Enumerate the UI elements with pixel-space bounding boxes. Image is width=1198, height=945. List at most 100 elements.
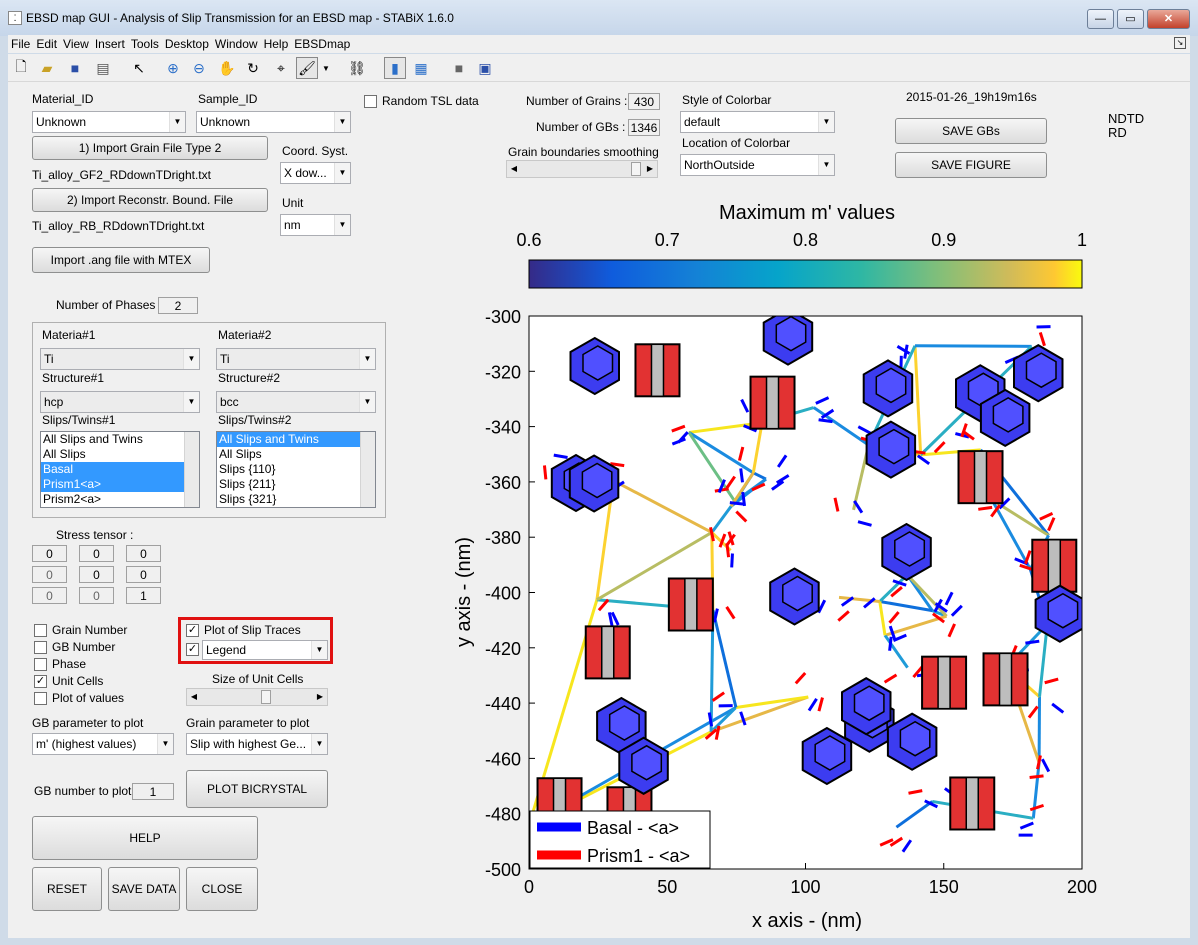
stress-cell[interactable]: 0	[126, 566, 161, 583]
pan-icon[interactable]: ✋	[218, 59, 236, 76]
slip-traces-checkbox[interactable]: ✓ Plot of Slip Traces	[186, 623, 301, 637]
save-data-button[interactable]: SAVE DATA	[108, 867, 180, 911]
gb-number-to-plot-field[interactable]: 1	[132, 783, 174, 800]
chevron-right-icon[interactable]: ▶	[316, 692, 324, 701]
pointer-icon[interactable]: ↖	[133, 59, 145, 76]
list-item[interactable]: All Slips and Twins	[217, 432, 375, 447]
show-plot-tools-icon[interactable]: ▣	[478, 59, 492, 76]
undock-icon[interactable]: ↘	[1174, 37, 1186, 49]
list-item[interactable]: Prism2<a>	[43, 492, 102, 506]
unit-select[interactable]: nm ▼	[280, 214, 351, 236]
scrollbar[interactable]	[184, 432, 199, 507]
list-item[interactable]: Slips {110}	[219, 462, 276, 476]
slider-thumb[interactable]	[631, 162, 641, 176]
stress-cell[interactable]: 0	[32, 566, 67, 583]
plot-bicrystal-button[interactable]: PLOT BICRYSTAL	[186, 770, 328, 808]
save-icon[interactable]: ■	[70, 60, 80, 76]
menu-help[interactable]: Help	[263, 37, 289, 51]
zoom-in-icon[interactable]: ⊕	[167, 59, 179, 76]
grain-boundary	[711, 609, 738, 708]
scrollbar[interactable]	[360, 432, 375, 507]
phase-checkbox[interactable]: Phase	[34, 657, 86, 671]
list-item[interactable]: All Slips	[43, 447, 86, 461]
minimize-button[interactable]: —	[1087, 9, 1114, 29]
legend-icon[interactable]: ▦	[414, 59, 428, 76]
list-item[interactable]: Basal	[41, 462, 199, 477]
data-cursor-icon[interactable]: ⌖	[277, 59, 285, 76]
close-button[interactable]: CLOSE	[186, 867, 258, 911]
colorbar-location-select[interactable]: NorthOutside ▼	[680, 154, 835, 176]
menu-ebsdmap[interactable]: EBSDmap	[294, 37, 351, 51]
stress-cell[interactable]: 1	[126, 587, 161, 604]
chevron-left-icon[interactable]: ◀	[190, 692, 198, 701]
open-folder-icon[interactable]: ▰	[41, 59, 53, 76]
new-file-icon[interactable]: 🗋	[15, 58, 27, 74]
legend-select[interactable]: Legend ▼	[202, 640, 328, 660]
gb-number-checkbox[interactable]: GB Number	[34, 640, 115, 654]
menu-view[interactable]: View	[63, 37, 89, 51]
menu-window[interactable]: Window	[214, 37, 258, 51]
slips-twins2-list[interactable]: All Slips and Twins All Slips Slips {110…	[216, 431, 376, 508]
brush-icon[interactable]: 🖌	[296, 57, 318, 79]
reset-button[interactable]: RESET	[32, 867, 102, 911]
grain-parameter-select[interactable]: Slip with highest Ge... ▼	[186, 733, 328, 755]
structure2-select[interactable]: bcc ▼	[216, 391, 376, 413]
print-icon[interactable]: ▤	[96, 59, 110, 76]
save-figure-button[interactable]: SAVE FIGURE	[895, 152, 1047, 178]
slip-trace	[718, 533, 727, 548]
save-gbs-button[interactable]: SAVE GBs	[895, 118, 1047, 144]
stress-cell[interactable]: 0	[32, 545, 67, 562]
number-of-phases-field[interactable]: 2	[158, 297, 198, 314]
chevron-left-icon[interactable]: ◀	[510, 164, 518, 173]
chevron-right-icon[interactable]: ▶	[646, 164, 654, 173]
link-icon[interactable]: ⛓	[348, 59, 366, 76]
material1-select[interactable]: Ti ▼	[40, 348, 200, 370]
coord-system-select[interactable]: X dow... ▼	[280, 162, 351, 184]
hide-plot-tools-icon[interactable]: ■	[454, 60, 464, 76]
slips-twins1-list[interactable]: All Slips and Twins All Slips Basal Pris…	[40, 431, 200, 508]
legend-checkbox[interactable]: ✓	[186, 643, 199, 656]
help-button[interactable]: HELP	[32, 816, 258, 860]
stress-cell[interactable]: 0	[126, 545, 161, 562]
gb-smoothing-slider[interactable]: ◀ ▶	[506, 160, 658, 178]
list-item[interactable]: Slips {321}	[219, 492, 277, 506]
zoom-out-icon[interactable]: ⊖	[193, 59, 205, 76]
import-grain-file-button[interactable]: 1) Import Grain File Type 2	[32, 136, 268, 160]
list-item[interactable]: Slips {211}	[219, 477, 276, 491]
import-ang-button[interactable]: Import .ang file with MTEX	[32, 247, 210, 273]
list-item[interactable]: All Slips and Twins	[43, 432, 143, 446]
list-item[interactable]: All Slips	[219, 447, 262, 461]
chevron-down-icon: ▼	[334, 215, 350, 235]
slip-trace	[507, 839, 520, 845]
menu-desktop[interactable]: Desktop	[164, 37, 209, 51]
list-item[interactable]: Prism1<a>	[41, 477, 199, 492]
stress-cell[interactable]: 0	[79, 566, 114, 583]
random-tsl-checkbox[interactable]: Random TSL data	[364, 94, 479, 108]
rotate-icon[interactable]: ↻	[247, 59, 259, 76]
material-id-select[interactable]: Unknown ▼	[32, 111, 186, 133]
colorbar-style-select[interactable]: default ▼	[680, 111, 835, 133]
slip-trace	[1038, 331, 1046, 347]
size-unit-cells-slider[interactable]: ◀ ▶	[186, 688, 328, 706]
unit-cells-checkbox[interactable]: ✓ Unit Cells	[34, 674, 104, 688]
structure1-select[interactable]: hcp ▼	[40, 391, 200, 413]
menu-tools[interactable]: Tools	[130, 37, 159, 51]
import-rb-file-button[interactable]: 2) Import Reconstr. Bound. File	[32, 188, 268, 212]
brush-dropdown-icon[interactable]: ▼	[322, 63, 330, 73]
menu-file[interactable]: File	[11, 37, 31, 51]
colorbar-icon[interactable]: ▮	[384, 57, 406, 79]
gb-parameter-select[interactable]: m' (highest values) ▼	[32, 733, 174, 755]
grain-number-checkbox[interactable]: Grain Number	[34, 623, 127, 637]
material2-select[interactable]: Ti ▼	[216, 348, 376, 370]
highlight-box	[178, 617, 333, 664]
maximize-button[interactable]: ▭	[1117, 9, 1144, 29]
sample-id-select[interactable]: Unknown ▼	[196, 111, 351, 133]
menu-insert[interactable]: Insert	[94, 37, 125, 51]
stress-cell[interactable]: 0	[79, 545, 114, 562]
menu-edit[interactable]: Edit	[36, 37, 58, 51]
stress-cell[interactable]: 0	[79, 587, 114, 604]
plot-values-checkbox[interactable]: Plot of values	[34, 691, 124, 705]
close-window-button[interactable]: ✕	[1147, 9, 1190, 29]
stress-cell[interactable]: 0	[32, 587, 67, 604]
slider-thumb[interactable]	[261, 690, 271, 704]
